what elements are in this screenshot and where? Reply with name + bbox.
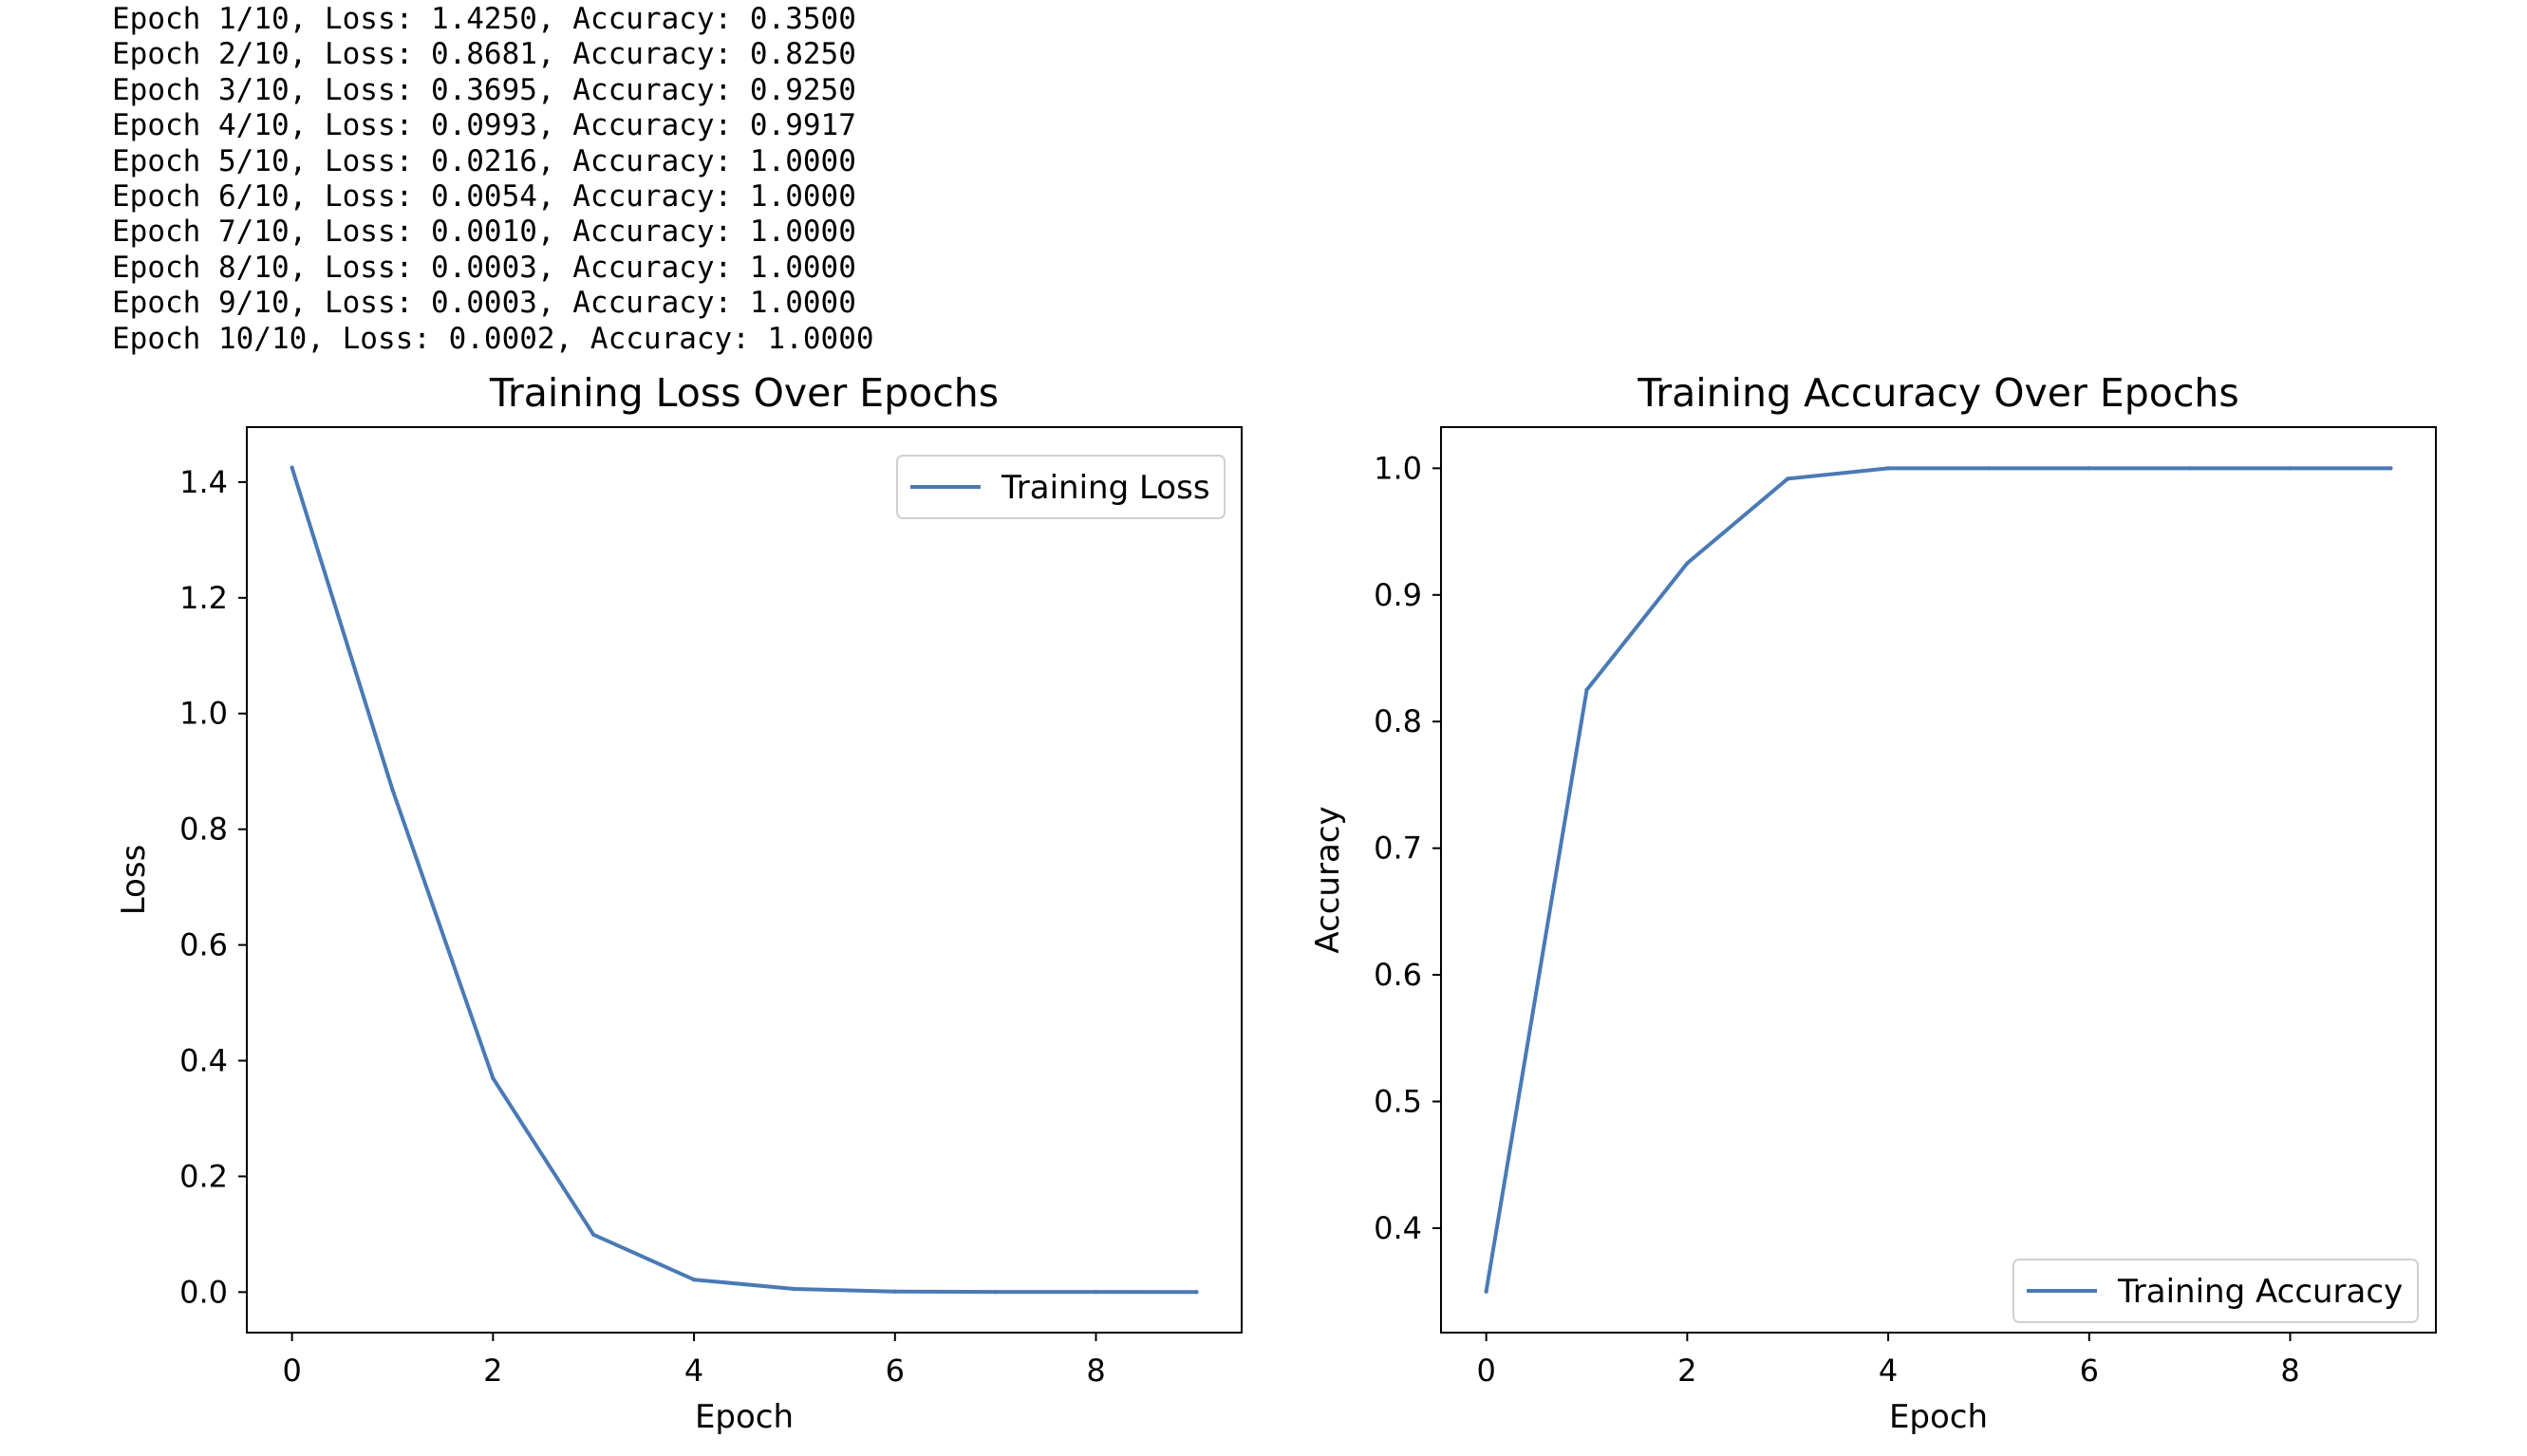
y-tick-label: 0.9 bbox=[1374, 577, 1422, 613]
data-point bbox=[1194, 1290, 1199, 1295]
y-tick-label: 0.8 bbox=[1374, 703, 1422, 739]
y-tick-label: 0.8 bbox=[179, 812, 228, 848]
x-tick-label: 8 bbox=[1086, 1353, 1105, 1389]
chart-title: Training Accuracy Over Epochs bbox=[1637, 370, 2239, 416]
plot-frame bbox=[1440, 426, 2437, 1334]
data-point bbox=[2087, 466, 2091, 471]
legend-label: Training Accuracy bbox=[2117, 1273, 2403, 1311]
y-axis-label: Loss bbox=[115, 845, 153, 916]
x-tick-label: 0 bbox=[282, 1353, 301, 1389]
log-line: Epoch 6/10, Loss: 0.0054, Accuracy: 1.00… bbox=[112, 178, 856, 214]
data-point bbox=[993, 1289, 998, 1295]
x-axis-label: Epoch bbox=[695, 1398, 794, 1436]
log-line: Epoch 8/10, Loss: 0.0003, Accuracy: 1.00… bbox=[112, 250, 856, 285]
log-line: Epoch 4/10, Loss: 0.0993, Accuracy: 0.99… bbox=[112, 108, 856, 143]
log-line: Epoch 9/10, Loss: 0.0003, Accuracy: 1.00… bbox=[112, 286, 856, 321]
y-tick-label: 1.0 bbox=[1374, 450, 1422, 486]
data-point bbox=[491, 1075, 496, 1081]
chart-title: Training Loss Over Epochs bbox=[489, 370, 999, 416]
accuracy-chart: Training Accuracy Over Epochs Epoch Accura… bbox=[1309, 370, 2437, 1436]
legend-box bbox=[896, 455, 1226, 519]
y-tick-label: 0.6 bbox=[179, 927, 228, 963]
log-line: Epoch 1/10, Loss: 1.4250, Accuracy: 0.35… bbox=[112, 2, 856, 36]
data-point bbox=[1484, 1289, 1488, 1294]
data-point bbox=[1094, 1289, 1098, 1295]
data-point bbox=[1786, 476, 1790, 481]
y-tick-label: 1.0 bbox=[179, 696, 228, 732]
series-line-training-loss bbox=[290, 467, 1197, 1295]
y-tick-label: 0.6 bbox=[1374, 957, 1422, 993]
y-tick-label: 0.0 bbox=[179, 1274, 228, 1310]
loss-chart: Training Loss Over Epochs Epoch Loss 0 2 4 6 8 0… bbox=[115, 370, 1243, 1436]
data-point bbox=[1986, 466, 1992, 471]
data-point bbox=[2388, 466, 2393, 471]
y-tick-label: 0.7 bbox=[1374, 831, 1422, 867]
series-line-training-accuracy bbox=[1484, 466, 2391, 1292]
legend-box bbox=[2012, 1259, 2419, 1323]
x-axis-label: Epoch bbox=[1889, 1398, 1988, 1436]
data-point bbox=[1885, 466, 1891, 471]
data-point bbox=[792, 1286, 797, 1292]
x-tick-label: 8 bbox=[2280, 1353, 2299, 1389]
data-point bbox=[290, 465, 294, 470]
log-line: Epoch 5/10, Loss: 0.0216, Accuracy: 1.00… bbox=[112, 143, 856, 178]
y-tick-label: 0.5 bbox=[1374, 1083, 1422, 1119]
data-point bbox=[390, 787, 395, 793]
y-axis-label: Accuracy bbox=[1309, 806, 1347, 953]
x-tick-label: 6 bbox=[2080, 1353, 2099, 1389]
y-tick-label: 0.4 bbox=[179, 1042, 228, 1078]
x-tick-label: 6 bbox=[886, 1353, 905, 1389]
data-point bbox=[591, 1232, 596, 1237]
log-line: Epoch 7/10, Loss: 0.0010, Accuracy: 1.00… bbox=[112, 215, 856, 250]
data-point bbox=[691, 1277, 697, 1282]
training-log: Epoch 1/10, Loss: 1.4250, Accuracy: 0.35… bbox=[112, 2, 874, 357]
legend-label: Training Loss bbox=[1001, 469, 1210, 507]
log-line: Epoch 2/10, Loss: 0.8681, Accuracy: 0.82… bbox=[112, 37, 856, 72]
data-point bbox=[2187, 466, 2192, 471]
y-tick-label: 0.2 bbox=[179, 1158, 228, 1194]
y-tick-label: 1.2 bbox=[179, 580, 228, 616]
x-tick-label: 2 bbox=[1677, 1353, 1696, 1389]
x-tick-label: 2 bbox=[483, 1353, 502, 1389]
legend: Training Accuracy bbox=[2012, 1259, 2419, 1323]
x-tick-label: 0 bbox=[1476, 1353, 1495, 1389]
x-tick-label: 4 bbox=[684, 1353, 703, 1389]
log-line: Epoch 10/10, Loss: 0.0002, Accuracy: 1.0… bbox=[112, 321, 874, 356]
y-tick-label: 1.4 bbox=[179, 464, 228, 500]
log-line: Epoch 3/10, Loss: 0.3695, Accuracy: 0.92… bbox=[112, 72, 856, 107]
data-point bbox=[2288, 466, 2293, 471]
data-point bbox=[892, 1289, 897, 1294]
plot-frame bbox=[246, 426, 1243, 1334]
x-tick-label: 4 bbox=[1879, 1353, 1898, 1389]
legend: Training Loss bbox=[896, 455, 1226, 519]
y-tick-label: 0.4 bbox=[1374, 1210, 1422, 1246]
data-point bbox=[1584, 687, 1589, 693]
data-point bbox=[1685, 561, 1690, 566]
